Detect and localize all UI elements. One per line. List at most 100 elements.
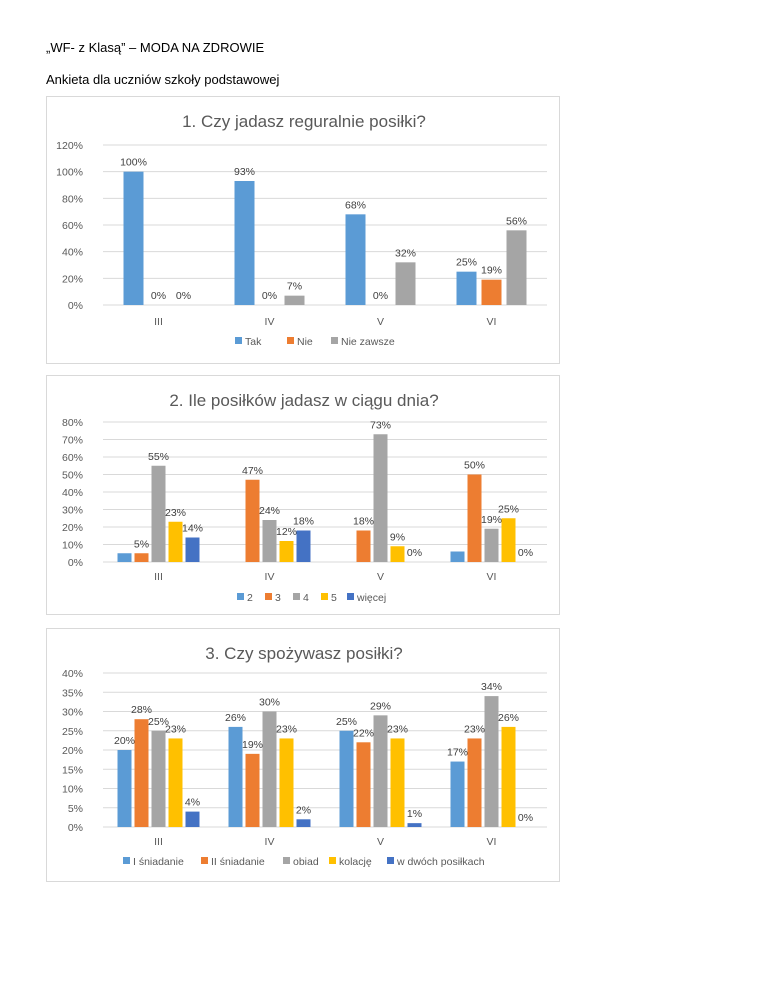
y-tick-label: 35% bbox=[62, 687, 83, 699]
data-label: 5% bbox=[134, 538, 149, 550]
data-label: 25% bbox=[148, 716, 169, 728]
bar bbox=[345, 214, 366, 305]
chart-2-meals-per-day: 2. Ile posiłków jadasz w ciągu dnia? 0% 10… bbox=[62, 391, 547, 604]
bar bbox=[234, 181, 255, 305]
bar bbox=[390, 738, 405, 827]
bar bbox=[467, 474, 482, 562]
bar bbox=[245, 753, 260, 827]
bar bbox=[228, 726, 243, 827]
y-tick-label: 5% bbox=[68, 803, 83, 815]
legend-label: I śniadanie bbox=[133, 856, 184, 868]
bar bbox=[168, 521, 183, 562]
bar bbox=[501, 518, 516, 562]
document-title: „WF- z Klasą” – MODA NA ZDROWIE bbox=[46, 40, 265, 55]
bar bbox=[467, 738, 482, 827]
bar bbox=[450, 551, 465, 562]
data-label: 29% bbox=[370, 700, 391, 712]
data-label: 18% bbox=[293, 516, 314, 528]
data-label: 23% bbox=[276, 723, 297, 735]
legend-label: Nie bbox=[297, 336, 313, 348]
y-tick-label: 0% bbox=[68, 300, 83, 312]
data-label: 19% bbox=[242, 739, 263, 751]
x-category-label: IV bbox=[265, 571, 275, 583]
data-label: 0% bbox=[407, 547, 422, 559]
y-tick-label: 20% bbox=[62, 273, 83, 285]
data-label: 19% bbox=[481, 514, 502, 526]
data-label: 22% bbox=[353, 727, 374, 739]
legend-label: 2 bbox=[247, 592, 253, 604]
y-tick-label: 50% bbox=[62, 470, 83, 482]
legend-label: 3 bbox=[275, 592, 281, 604]
x-category-label: VI bbox=[487, 316, 497, 328]
legend-swatch bbox=[201, 857, 208, 864]
bar bbox=[506, 230, 527, 305]
chart-3-title: 3. Czy spożywasz posiłki? bbox=[205, 644, 402, 663]
data-label: 18% bbox=[353, 516, 374, 528]
bar bbox=[456, 271, 477, 305]
data-label: 19% bbox=[481, 265, 502, 277]
data-label: 50% bbox=[464, 460, 485, 472]
data-label: 73% bbox=[370, 419, 391, 431]
y-tick-label: 15% bbox=[62, 764, 83, 776]
bar bbox=[134, 719, 149, 827]
bar bbox=[296, 819, 311, 827]
bar bbox=[185, 537, 200, 562]
legend-swatch bbox=[347, 593, 354, 600]
data-label: 26% bbox=[225, 712, 246, 724]
y-tick-label: 40% bbox=[62, 247, 83, 259]
chart-1-frame: 1. Czy jadasz reguralnie posiłki? 0% 20% 40… bbox=[46, 96, 560, 364]
bar bbox=[245, 479, 260, 562]
bar bbox=[484, 696, 499, 827]
legend-swatch bbox=[329, 857, 336, 864]
data-label: 0% bbox=[151, 290, 166, 302]
x-category-label: III bbox=[154, 571, 163, 583]
y-tick-label: 10% bbox=[62, 540, 83, 552]
chart-3-meals-eaten: 3. Czy spożywasz posiłki? 0% 5% 10% 15% 20% 25… bbox=[62, 644, 547, 868]
y-tick-label: 80% bbox=[62, 193, 83, 205]
legend-swatch bbox=[283, 857, 290, 864]
data-label: 0% bbox=[373, 290, 388, 302]
data-label: 9% bbox=[390, 531, 405, 543]
bar bbox=[151, 465, 166, 562]
chart-1-regular-meals: 1. Czy jadasz reguralnie posiłki? 0% 20% 40… bbox=[56, 112, 547, 348]
x-category-label: IV bbox=[265, 836, 275, 848]
bar bbox=[484, 528, 499, 562]
y-tick-label: 60% bbox=[62, 452, 83, 464]
bar bbox=[407, 823, 422, 827]
data-label: 32% bbox=[395, 247, 416, 259]
legend-label: w dwóch posiłkach bbox=[396, 856, 485, 868]
bar bbox=[151, 730, 166, 827]
legend-label: Tak bbox=[245, 336, 262, 348]
data-label: 0% bbox=[518, 547, 533, 559]
data-label: 55% bbox=[148, 451, 169, 463]
data-label: 1% bbox=[407, 808, 422, 820]
data-label: 30% bbox=[259, 697, 280, 709]
bar bbox=[284, 295, 305, 305]
bar bbox=[339, 730, 354, 827]
x-category-label: V bbox=[377, 836, 384, 848]
legend-label: kolację bbox=[339, 856, 372, 868]
bar bbox=[117, 750, 132, 827]
x-category-label: VI bbox=[487, 571, 497, 583]
bar bbox=[296, 530, 311, 562]
x-category-label: III bbox=[154, 316, 163, 328]
data-label: 28% bbox=[131, 704, 152, 716]
document-subtitle: Ankieta dla uczniów szkoły podstawowej bbox=[46, 72, 280, 87]
y-tick-label: 25% bbox=[62, 726, 83, 738]
bar bbox=[390, 546, 405, 562]
y-tick-label: 30% bbox=[62, 505, 83, 517]
data-label: 25% bbox=[456, 257, 477, 269]
legend-label: obiad bbox=[293, 856, 319, 868]
data-label: 23% bbox=[387, 723, 408, 735]
data-label: 24% bbox=[259, 505, 280, 517]
chart-2-frame: 2. Ile posiłków jadasz w ciągu dnia? 0% 10… bbox=[46, 375, 560, 615]
bar bbox=[262, 520, 277, 562]
y-tick-label: 0% bbox=[68, 557, 83, 569]
x-category-label: III bbox=[154, 836, 163, 848]
bar bbox=[185, 811, 200, 827]
legend-label: 4 bbox=[303, 592, 309, 604]
chart-2-title: 2. Ile posiłków jadasz w ciągu dnia? bbox=[169, 391, 438, 410]
data-label: 4% bbox=[185, 797, 200, 809]
x-category-label: IV bbox=[265, 316, 275, 328]
data-label: 2% bbox=[296, 804, 311, 816]
